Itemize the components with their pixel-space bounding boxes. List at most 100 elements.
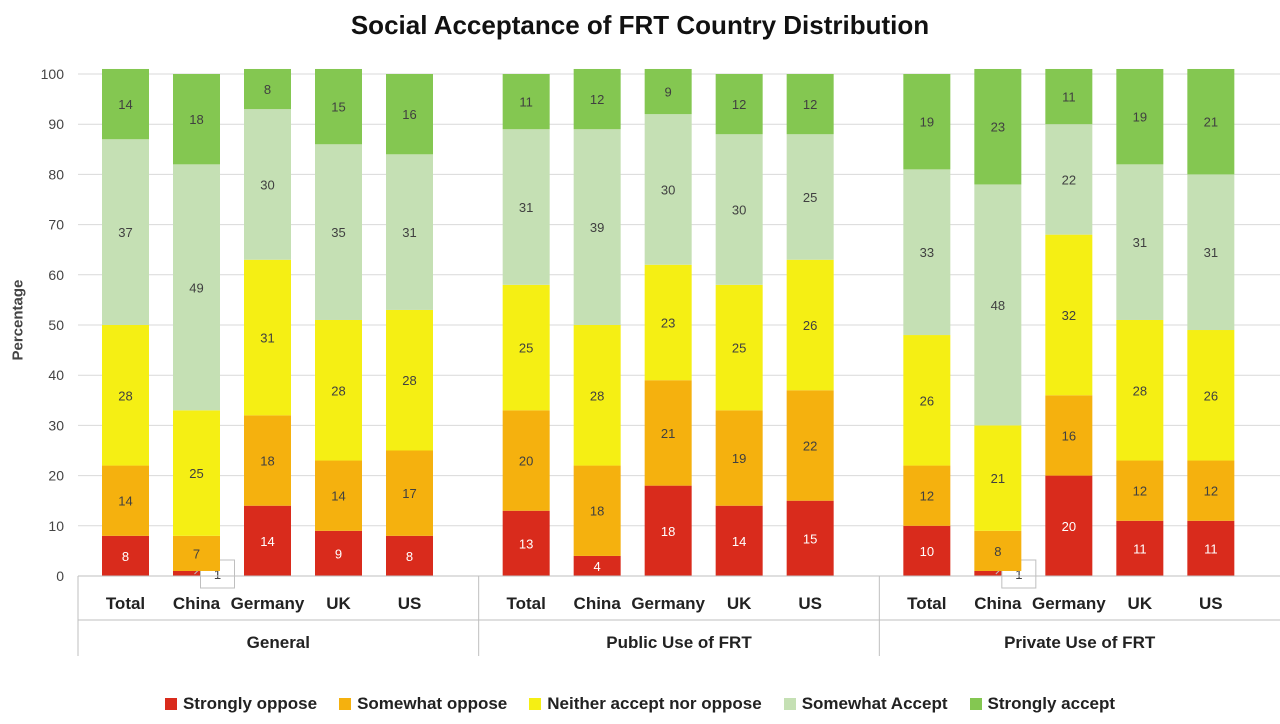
bar-segment: [244, 415, 291, 506]
y-tick-label: 100: [41, 66, 65, 82]
data-label: 1: [1015, 567, 1022, 582]
bar-segment: [315, 68, 362, 145]
data-label: 25: [732, 341, 746, 356]
bar-segment: [315, 144, 362, 320]
bar-segment: [786, 134, 834, 260]
data-label: 21: [991, 471, 1005, 486]
bar-segment: [644, 485, 692, 576]
bar-segment: [1187, 520, 1235, 576]
data-label: 32: [1062, 308, 1076, 323]
data-label: 28: [118, 388, 132, 403]
y-tick-label: 40: [48, 367, 64, 383]
bar-segment: [644, 68, 692, 115]
bar-segment: [386, 450, 433, 536]
bar-segment: [244, 109, 291, 260]
legend-item: Neither accept nor oppose: [529, 694, 762, 714]
bar-segment: [173, 74, 220, 165]
legend-swatch: [164, 698, 177, 710]
data-label: 8: [264, 82, 271, 97]
bar-segment: [315, 530, 362, 576]
data-label: 7: [193, 546, 200, 561]
bar-segment: [102, 535, 149, 576]
data-label: 15: [331, 100, 345, 115]
bar-segment: [386, 535, 433, 576]
data-label: 22: [1062, 172, 1076, 187]
data-label: 1: [214, 567, 221, 582]
legend-item: Strongly accept: [969, 694, 1116, 714]
legend: Strongly oppose Somewhat oppose Neither ac…: [0, 694, 1280, 714]
data-label: 10: [920, 544, 934, 559]
x-tick-label: Total: [907, 594, 946, 613]
bar-segment: [974, 184, 1022, 426]
bar-segment: [903, 169, 951, 336]
bar-segment: [903, 74, 951, 170]
data-label: 8: [122, 549, 129, 564]
x-tick-label: US: [1199, 594, 1223, 613]
legend-swatch: [783, 698, 796, 710]
bar-segment: [715, 410, 763, 506]
y-tick-label: 90: [48, 116, 64, 132]
bar-segment: [715, 284, 763, 411]
data-label: 12: [590, 92, 604, 107]
legend-label: Strongly accept: [987, 694, 1116, 713]
bar-segment: [1045, 395, 1093, 476]
data-label: 28: [331, 383, 345, 398]
bar-segment: [573, 129, 621, 325]
bar-segment: [1045, 234, 1093, 396]
data-label: 28: [402, 373, 416, 388]
bar-segment: [173, 570, 220, 576]
data-label: 33: [920, 245, 934, 260]
data-label: 8: [406, 549, 413, 564]
data-label: 31: [1204, 245, 1218, 260]
bar-segment: [1116, 520, 1164, 576]
data-label: 25: [189, 466, 203, 481]
x-tick-label: Germany: [231, 594, 305, 613]
chart-title: Social Acceptance of FRT Country Distrib…: [350, 10, 930, 40]
bar-segment: [786, 500, 834, 576]
x-tick-label: UK: [727, 594, 752, 613]
x-tick-label: Total: [506, 594, 545, 613]
bar-segment: [102, 465, 149, 536]
bar-segment: [715, 505, 763, 576]
bar-segment: [102, 139, 149, 325]
x-tick-label: UK: [1128, 594, 1153, 613]
data-label: 15: [803, 531, 817, 546]
bar-segment: [974, 570, 1022, 576]
bar-segment: [1116, 164, 1164, 320]
data-label: 12: [1133, 484, 1147, 499]
bar-segment: [502, 510, 550, 576]
data-label: 26: [1204, 388, 1218, 403]
data-label: 26: [803, 318, 817, 333]
data-label: 12: [732, 97, 746, 112]
legend-label: Somewhat oppose: [357, 694, 508, 713]
y-tick-label: 70: [48, 217, 64, 233]
data-label: 30: [732, 203, 746, 218]
data-label: 19: [920, 115, 934, 130]
bar-segment: [244, 259, 291, 416]
data-label: 20: [1062, 519, 1076, 534]
data-label: 21: [661, 426, 675, 441]
bar-segment: [1187, 174, 1235, 331]
legend-label: Neither accept nor oppose: [547, 694, 762, 713]
data-label: 14: [118, 494, 132, 509]
bar-segment: [502, 74, 550, 130]
data-label: 22: [803, 438, 817, 453]
bar-segment: [386, 154, 433, 310]
data-label: 23: [661, 315, 675, 330]
bar-segment: [1116, 68, 1164, 165]
data-label: 31: [519, 200, 533, 215]
legend-item: Somewhat oppose: [339, 694, 507, 714]
group-label: Public Use of FRT: [606, 633, 752, 652]
data-label: 11: [1062, 90, 1076, 105]
bar-segment: [1045, 68, 1093, 125]
bar-segment: [903, 465, 951, 526]
bar-segment: [903, 335, 951, 466]
bar-segment: [315, 319, 362, 461]
data-label: 30: [260, 177, 274, 192]
bar-segment: [173, 535, 220, 571]
legend-label: Strongly oppose: [182, 694, 318, 713]
bar-segment: [502, 129, 550, 285]
data-label: 39: [590, 220, 604, 235]
